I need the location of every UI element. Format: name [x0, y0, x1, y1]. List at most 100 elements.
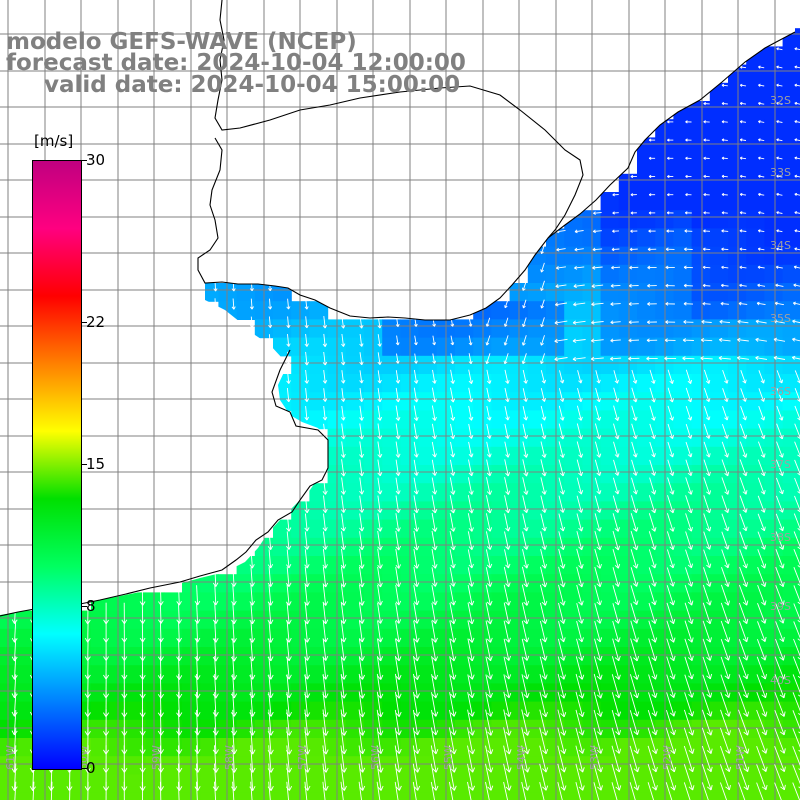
wind-arrow: [304, 531, 310, 550]
field-cell: [764, 173, 784, 193]
field-cell: [673, 774, 693, 794]
field-cell: [746, 173, 765, 193]
wind-arrow: [593, 673, 603, 699]
wind-arrow: [667, 477, 675, 495]
field-cell: [673, 628, 693, 648]
wind-arrow: [412, 727, 421, 755]
wind-arrow: [667, 120, 674, 124]
wind-arrow: [649, 387, 656, 403]
field-cell: [163, 683, 183, 703]
wind-arrow: [485, 656, 493, 680]
wind-arrow: [611, 674, 621, 699]
wind-arrow: [685, 369, 693, 384]
field-cell: [491, 301, 511, 320]
field-cell: [236, 647, 256, 666]
field-cell: [637, 428, 656, 448]
wind-arrow: [666, 567, 675, 587]
field-cell: [564, 519, 583, 539]
wind-arrow: [449, 495, 456, 514]
wind-arrow: [540, 423, 547, 440]
field-cell: [691, 374, 711, 393]
wind-arrow: [504, 387, 510, 403]
wind-arrow: [521, 280, 527, 291]
field-cell: [455, 501, 474, 521]
wind-arrow: [649, 477, 657, 495]
wind-arrow: [776, 211, 783, 215]
field-cell: [746, 774, 765, 794]
wind-arrow: [720, 709, 731, 736]
wind-arrow: [612, 229, 620, 233]
wind-arrow: [738, 301, 748, 306]
field-cell: [491, 428, 511, 448]
field-cell: [673, 173, 693, 193]
wind-arrow: [486, 441, 492, 458]
wind-arrow: [322, 406, 328, 421]
field-cell: [673, 155, 693, 175]
wind-arrow: [304, 406, 310, 421]
field-cell: [637, 246, 656, 266]
wind-arrow: [485, 317, 491, 327]
field-cell: [546, 428, 565, 448]
field-cell: [764, 647, 784, 666]
wind-arrow: [558, 388, 565, 402]
wind-arrow: [485, 709, 494, 736]
field-cell: [546, 446, 565, 466]
wind-arrow: [757, 477, 766, 495]
colorbar-tick-label: 30: [86, 151, 106, 169]
field-cell: [564, 683, 583, 703]
wind-arrow: [701, 727, 713, 754]
field-cell: [600, 428, 620, 448]
wind-arrow: [666, 674, 676, 698]
wind-arrow: [721, 211, 728, 215]
wind-arrow: [467, 495, 474, 514]
field-cell: [691, 410, 711, 430]
wind-arrow: [540, 388, 547, 402]
field-cell: [218, 283, 238, 302]
field-cell: [527, 264, 547, 284]
wind-arrow: [792, 692, 800, 716]
wind-arrow: [737, 337, 749, 342]
wind-arrow: [267, 549, 274, 569]
wind-arrow: [359, 423, 365, 440]
wind-arrow: [558, 531, 566, 551]
wind-arrow: [412, 709, 420, 736]
wind-arrow: [394, 763, 402, 791]
lat-label: 32S: [770, 94, 791, 107]
wind-arrow: [431, 585, 438, 606]
wind-arrow: [267, 531, 274, 550]
wind-arrow: [629, 782, 636, 800]
wind-arrow: [559, 370, 565, 384]
field-cell: [618, 465, 638, 484]
wind-arrow: [702, 602, 712, 625]
wind-arrow: [395, 387, 401, 403]
field-cell: [600, 465, 620, 484]
wind-arrow: [703, 513, 712, 532]
wind-arrow: [394, 673, 402, 699]
wind-arrow: [359, 477, 365, 495]
wind-arrow: [631, 387, 638, 403]
field-cell: [618, 173, 638, 193]
colorbar-tick-label: 15: [86, 455, 106, 473]
field-cell: [618, 738, 638, 757]
wind-arrow: [756, 764, 768, 791]
field-cell: [709, 173, 729, 193]
wind-arrow: [593, 211, 602, 215]
wind-arrow: [630, 656, 640, 680]
wind-arrow: [449, 531, 456, 551]
wind-arrow: [776, 229, 783, 233]
wind-arrow: [522, 477, 529, 495]
field-cell: [637, 337, 656, 357]
wind-arrow: [758, 101, 765, 106]
field-cell: [764, 683, 784, 703]
lat-label: 39S: [770, 600, 791, 613]
wind-arrow: [249, 298, 254, 310]
field-cell: [618, 246, 638, 266]
wind-arrow: [629, 745, 640, 773]
wind-arrow: [304, 584, 310, 606]
wind-arrow: [775, 603, 785, 624]
field-cell: [455, 792, 474, 800]
field-cell: [709, 738, 729, 757]
wind-arrow: [684, 638, 694, 661]
field-cell: [691, 574, 711, 593]
field-cell: [691, 701, 711, 721]
